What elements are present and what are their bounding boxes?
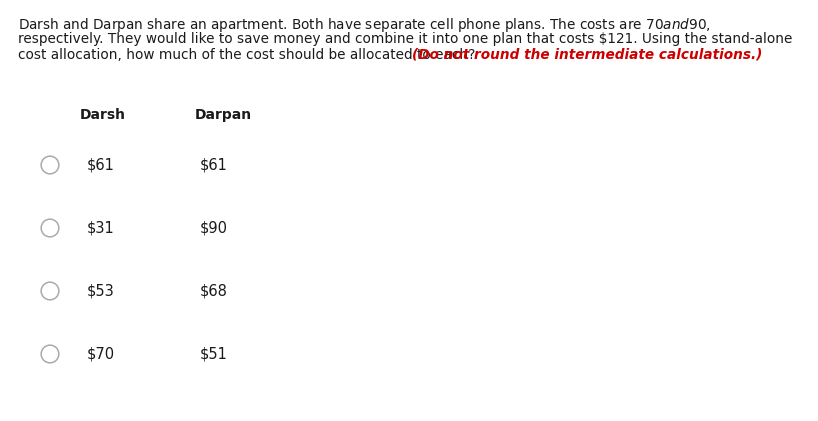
Text: $68: $68 <box>200 283 228 298</box>
Text: $90: $90 <box>200 221 228 235</box>
Text: $61: $61 <box>200 157 228 173</box>
Text: $61: $61 <box>87 157 115 173</box>
Text: $70: $70 <box>87 346 115 362</box>
Text: $31: $31 <box>87 221 115 235</box>
Text: cost allocation, how much of the cost should be allocated to each?: cost allocation, how much of the cost sh… <box>18 48 479 62</box>
Text: Darsh: Darsh <box>80 108 126 122</box>
Text: Darsh and Darpan share an apartment. Both have separate cell phone plans. The co: Darsh and Darpan share an apartment. Bot… <box>18 16 711 34</box>
Text: respectively. They would like to save money and combine it into one plan that co: respectively. They would like to save mo… <box>18 32 793 46</box>
Text: $51: $51 <box>200 346 228 362</box>
Text: $53: $53 <box>87 283 115 298</box>
Text: (Do not round the intermediate calculations.): (Do not round the intermediate calculati… <box>412 48 762 62</box>
Text: Darpan: Darpan <box>195 108 252 122</box>
